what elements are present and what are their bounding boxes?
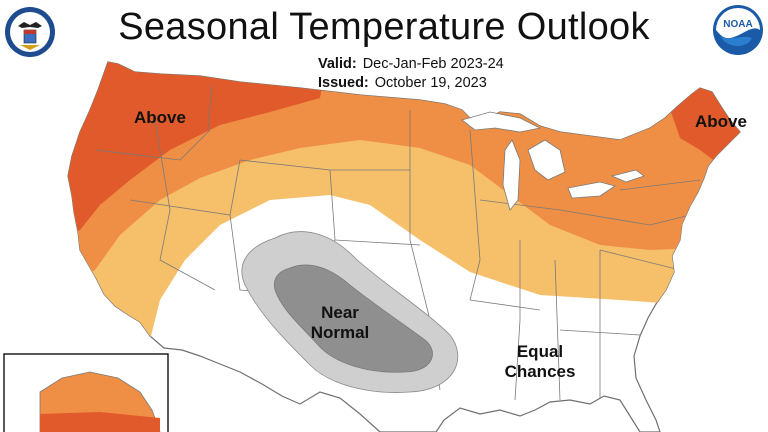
issued-date: Issued: October 19, 2023 <box>318 75 487 91</box>
label-above-east: Above <box>695 112 747 131</box>
page-title: Seasonal Temperature Outlook <box>118 6 650 48</box>
noaa-logo-text: NOAA <box>723 19 752 30</box>
issued-label: Issued: <box>318 75 369 91</box>
alaska-inset <box>3 353 169 432</box>
issued-value: October 19, 2023 <box>374 75 487 91</box>
valid-period: Valid: Dec-Jan-Feb 2023-24 <box>318 56 504 72</box>
above-strong-west-region <box>68 62 330 240</box>
valid-value: Dec-Jan-Feb 2023-24 <box>362 56 504 72</box>
commerce-seal-icon <box>5 7 55 57</box>
noaa-logo-icon: NOAA <box>713 5 763 55</box>
label-equal-chances-line2: Chances <box>504 362 576 381</box>
label-equal-chances: Equal Chances <box>494 342 586 382</box>
label-above-west: Above <box>134 108 186 127</box>
great-lakes <box>461 111 645 211</box>
label-near-normal-line1: Near <box>321 303 359 322</box>
label-near-normal-line2: Normal <box>310 323 370 342</box>
valid-label: Valid: <box>318 56 357 72</box>
near-normal-dark-region <box>273 264 433 373</box>
label-equal-chances-line1: Equal <box>516 342 564 361</box>
label-near-normal: Near Normal <box>306 303 374 343</box>
